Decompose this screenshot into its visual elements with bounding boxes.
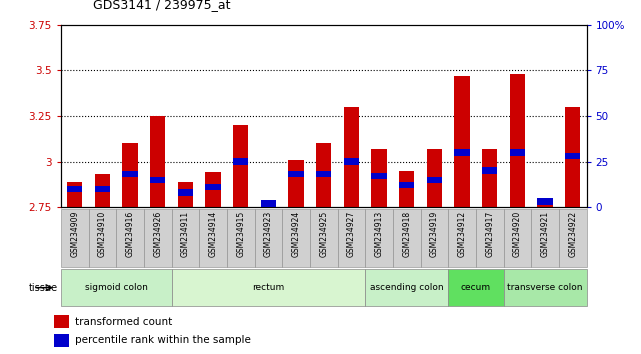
Bar bbox=[261, 202, 276, 207]
Bar bbox=[288, 160, 304, 207]
Bar bbox=[504, 269, 587, 306]
Text: sigmoid colon: sigmoid colon bbox=[85, 283, 147, 292]
Bar bbox=[172, 269, 365, 306]
Bar bbox=[338, 209, 365, 267]
Text: transformed count: transformed count bbox=[76, 316, 172, 327]
Bar bbox=[427, 177, 442, 183]
Bar bbox=[95, 174, 110, 207]
Bar bbox=[54, 315, 69, 328]
Bar bbox=[178, 189, 193, 196]
Bar bbox=[344, 158, 359, 165]
Bar bbox=[122, 171, 138, 177]
Bar bbox=[233, 158, 248, 165]
Bar bbox=[172, 209, 199, 267]
Bar bbox=[150, 116, 165, 207]
Bar bbox=[61, 269, 172, 306]
Text: GSM234919: GSM234919 bbox=[430, 211, 439, 257]
Bar bbox=[150, 177, 165, 183]
Text: GSM234917: GSM234917 bbox=[485, 211, 494, 257]
Text: tissue: tissue bbox=[29, 282, 58, 293]
Bar bbox=[95, 185, 110, 192]
Bar bbox=[454, 149, 470, 156]
Bar bbox=[565, 107, 580, 207]
Bar bbox=[537, 198, 553, 207]
Text: GSM234926: GSM234926 bbox=[153, 211, 162, 257]
Bar bbox=[393, 209, 420, 267]
Bar bbox=[254, 209, 282, 267]
Text: percentile rank within the sample: percentile rank within the sample bbox=[76, 335, 251, 346]
Bar bbox=[365, 209, 393, 267]
Text: GSM234913: GSM234913 bbox=[374, 211, 383, 257]
Bar bbox=[282, 209, 310, 267]
Bar bbox=[144, 209, 172, 267]
Text: GSM234923: GSM234923 bbox=[264, 211, 273, 257]
Text: GSM234920: GSM234920 bbox=[513, 211, 522, 257]
Bar bbox=[288, 171, 304, 177]
Text: ascending colon: ascending colon bbox=[370, 283, 444, 292]
Bar bbox=[67, 182, 82, 207]
Bar bbox=[316, 171, 331, 177]
Bar bbox=[122, 143, 138, 207]
Bar bbox=[559, 209, 587, 267]
Text: transverse colon: transverse colon bbox=[507, 283, 583, 292]
Text: GSM234910: GSM234910 bbox=[98, 211, 107, 257]
Bar bbox=[448, 269, 504, 306]
Text: GSM234914: GSM234914 bbox=[208, 211, 217, 257]
Bar bbox=[399, 182, 414, 188]
Bar bbox=[233, 125, 248, 207]
Bar bbox=[565, 153, 580, 159]
Bar bbox=[399, 171, 414, 207]
Bar bbox=[454, 76, 470, 207]
Bar bbox=[205, 184, 221, 190]
Bar bbox=[116, 209, 144, 267]
Bar bbox=[344, 107, 359, 207]
Bar bbox=[199, 209, 227, 267]
Bar bbox=[310, 209, 338, 267]
Bar bbox=[504, 209, 531, 267]
Bar bbox=[227, 209, 254, 267]
Bar bbox=[67, 185, 82, 192]
Bar bbox=[178, 182, 193, 207]
Bar bbox=[61, 209, 88, 267]
Text: GSM234921: GSM234921 bbox=[540, 211, 549, 257]
Text: GSM234922: GSM234922 bbox=[568, 211, 577, 257]
Bar bbox=[365, 269, 448, 306]
Text: GSM234912: GSM234912 bbox=[458, 211, 467, 257]
Text: GSM234915: GSM234915 bbox=[237, 211, 246, 257]
Bar bbox=[54, 334, 69, 347]
Bar bbox=[476, 209, 504, 267]
Text: GSM234918: GSM234918 bbox=[402, 211, 411, 257]
Bar bbox=[371, 173, 387, 179]
Bar bbox=[261, 200, 276, 207]
Text: GSM234911: GSM234911 bbox=[181, 211, 190, 257]
Bar bbox=[531, 209, 559, 267]
Bar bbox=[482, 167, 497, 174]
Text: GSM234927: GSM234927 bbox=[347, 211, 356, 257]
Text: GSM234924: GSM234924 bbox=[292, 211, 301, 257]
Bar bbox=[420, 209, 448, 267]
Bar bbox=[537, 199, 553, 205]
Text: cecum: cecum bbox=[461, 283, 491, 292]
Bar bbox=[448, 209, 476, 267]
Bar bbox=[88, 209, 116, 267]
Bar bbox=[510, 74, 525, 207]
Text: GSM234916: GSM234916 bbox=[126, 211, 135, 257]
Bar bbox=[316, 143, 331, 207]
Bar bbox=[371, 149, 387, 207]
Bar bbox=[205, 172, 221, 207]
Bar bbox=[510, 149, 525, 156]
Bar bbox=[482, 149, 497, 207]
Text: GSM234909: GSM234909 bbox=[71, 211, 79, 257]
Bar bbox=[427, 149, 442, 207]
Text: rectum: rectum bbox=[253, 283, 285, 292]
Text: GSM234925: GSM234925 bbox=[319, 211, 328, 257]
Text: GDS3141 / 239975_at: GDS3141 / 239975_at bbox=[93, 0, 231, 11]
